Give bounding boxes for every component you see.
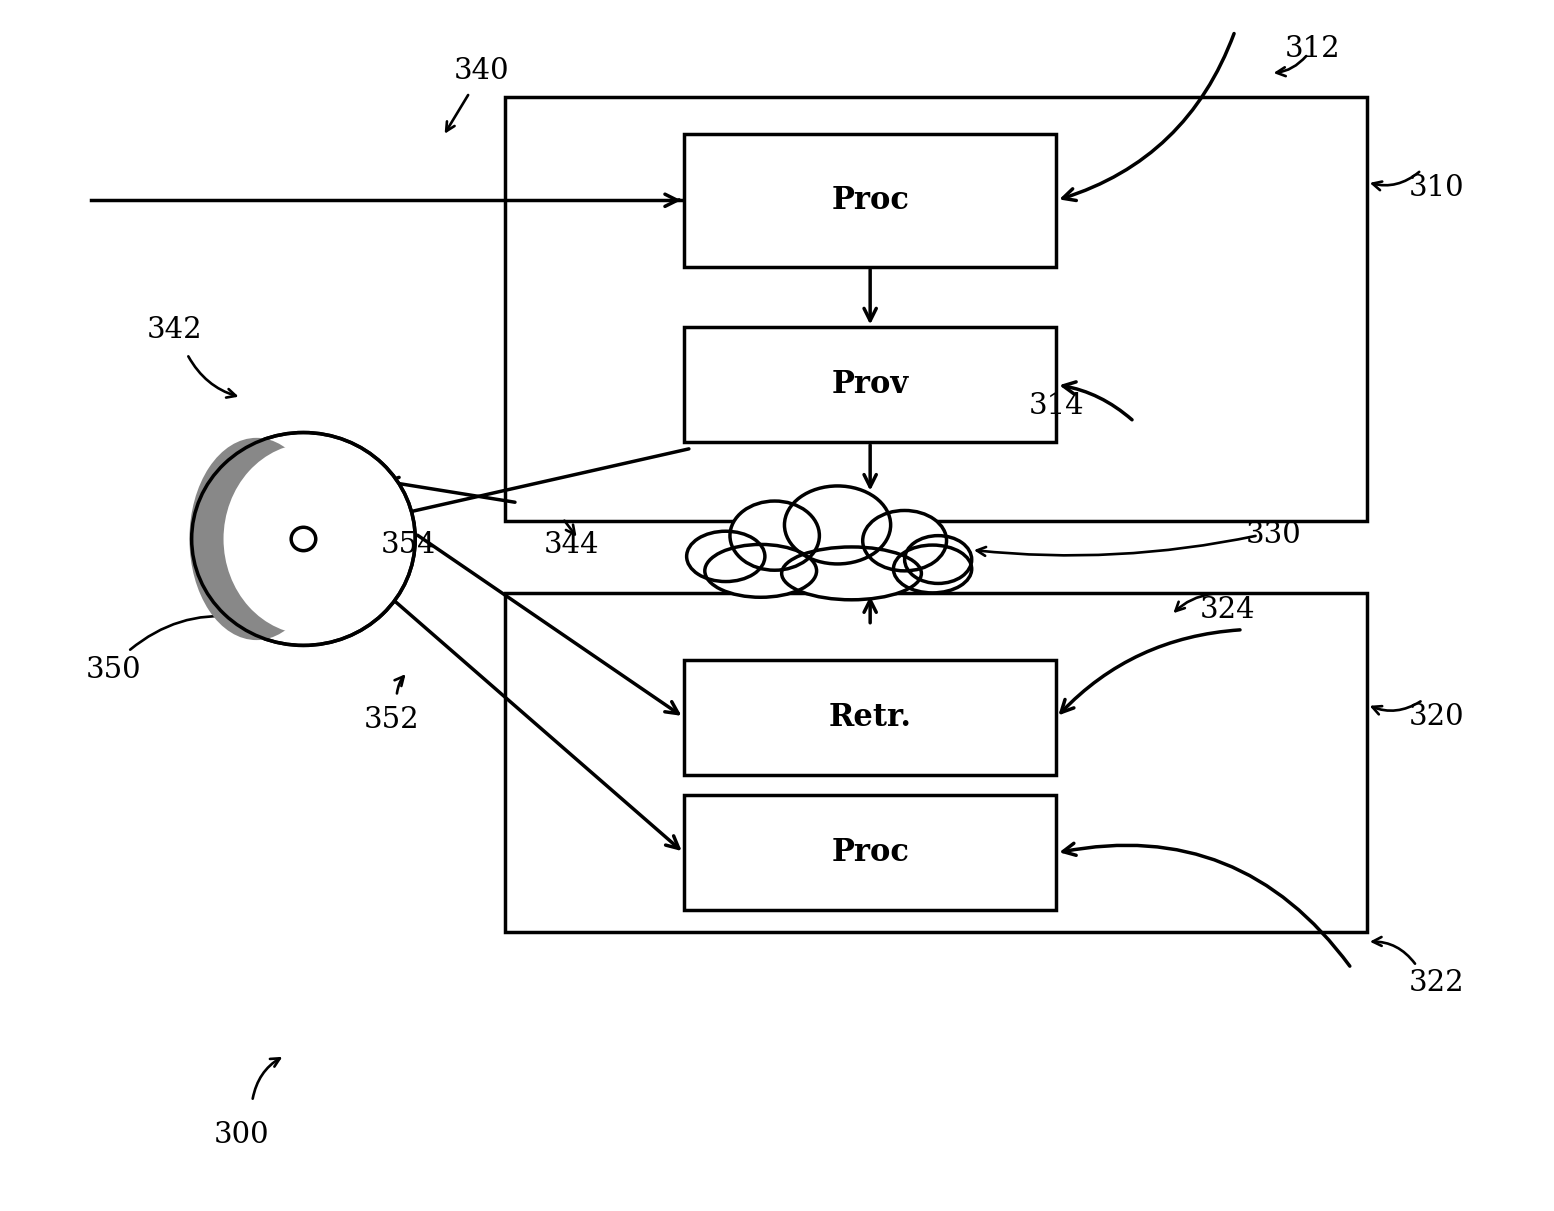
Ellipse shape <box>894 545 971 593</box>
Text: 320: 320 <box>1409 702 1465 730</box>
Ellipse shape <box>785 486 890 564</box>
Ellipse shape <box>782 547 922 599</box>
Text: 300: 300 <box>213 1121 269 1149</box>
Text: Proc: Proc <box>831 837 909 868</box>
Text: 342: 342 <box>146 316 202 344</box>
Text: 354: 354 <box>381 530 437 559</box>
Bar <box>505 97 1368 521</box>
Text: Proc: Proc <box>831 185 909 216</box>
Text: Prov: Prov <box>831 369 909 401</box>
Text: 330: 330 <box>1246 522 1302 550</box>
Bar <box>684 796 1057 911</box>
Text: 322: 322 <box>1409 969 1465 997</box>
Ellipse shape <box>862 511 946 570</box>
Bar <box>684 327 1057 442</box>
Text: 314: 314 <box>1029 392 1085 420</box>
Ellipse shape <box>191 432 415 645</box>
Ellipse shape <box>730 501 819 570</box>
Text: 340: 340 <box>454 57 510 85</box>
Text: 310: 310 <box>1409 174 1465 202</box>
Text: 352: 352 <box>364 706 420 734</box>
Text: 350: 350 <box>85 655 141 683</box>
Ellipse shape <box>904 535 971 584</box>
Ellipse shape <box>224 443 396 635</box>
Bar <box>684 660 1057 775</box>
Bar <box>505 593 1368 932</box>
Text: 312: 312 <box>1285 35 1341 63</box>
Text: 344: 344 <box>544 530 600 559</box>
Text: 324: 324 <box>1200 596 1256 625</box>
Ellipse shape <box>687 532 765 581</box>
Ellipse shape <box>190 438 323 641</box>
Ellipse shape <box>706 545 816 597</box>
Bar <box>684 133 1057 266</box>
Text: Retr.: Retr. <box>828 702 912 733</box>
